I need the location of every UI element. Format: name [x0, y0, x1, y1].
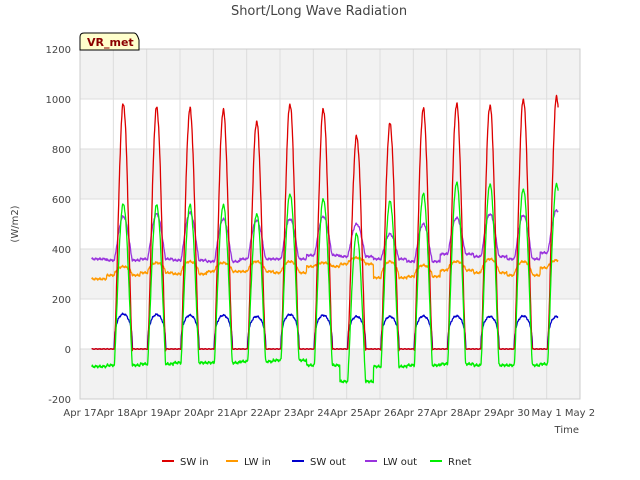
x-tick-label: May 2	[565, 408, 595, 419]
series-line-rnet	[91, 181, 559, 384]
badge-label: VR_met	[87, 36, 134, 49]
y-tick-label: 600	[52, 195, 71, 206]
chart-title: Short/Long Wave Radiation	[231, 4, 407, 19]
y-axis-title: (W/m2)	[10, 205, 21, 242]
legend-label: SW in	[180, 457, 209, 468]
grid-band	[80, 49, 580, 99]
legend: SW in LW in SW out LW out Rnet	[162, 457, 471, 468]
legend-label: LW in	[244, 457, 271, 468]
y-tick-label: 1000	[46, 95, 71, 106]
grid-band	[80, 349, 580, 399]
x-tick-label: Apr 26	[363, 408, 396, 419]
grid-band	[80, 149, 580, 199]
y-tick-label: 1200	[46, 45, 71, 56]
series-line-lw-out	[91, 209, 559, 264]
legend-label: SW out	[310, 457, 346, 468]
plot-background	[80, 49, 580, 399]
x-tick-label: May 1	[532, 408, 562, 419]
y-tick-label: 0	[65, 345, 71, 356]
y-tick-labels: -200 0 200 400 600 800 1000 1200	[46, 45, 71, 406]
x-tick-label: Apr 24	[297, 408, 330, 419]
badge-box	[79, 32, 140, 51]
x-tick-labels: Apr 17 Apr 18 Apr 19 Apr 20 Apr 21 Apr 22 Apr …	[63, 408, 595, 419]
y-tick-label: 200	[52, 295, 71, 306]
x-tick-label: Apr 30	[497, 408, 530, 419]
legend-label: LW out	[383, 457, 417, 468]
plot-frame	[79, 48, 581, 400]
series-line-sw-in	[91, 94, 559, 352]
x-axis-title: Time	[554, 425, 579, 436]
x-tick-label: Apr 18	[97, 408, 130, 419]
legend-label: Rnet	[448, 457, 471, 468]
x-tick-label: Apr 19	[130, 408, 163, 419]
series-layer	[91, 94, 559, 384]
x-tick-label: Apr 29	[463, 408, 496, 419]
y-tick-label: -200	[48, 395, 71, 406]
x-tick-label: Apr 20	[163, 408, 196, 419]
x-tick-label: Apr 21	[197, 408, 230, 419]
x-tick-label: Apr 25	[330, 408, 363, 419]
x-tick-label: Apr 27	[397, 408, 430, 419]
x-tick-label: Apr 23	[263, 408, 296, 419]
y-tick-label: 400	[52, 245, 71, 256]
x-tick-label: Apr 22	[230, 408, 263, 419]
x-tick-label: Apr 17	[63, 408, 96, 419]
series-line-lw-in	[91, 255, 559, 281]
y-tick-label: 800	[52, 145, 71, 156]
x-tick-label: Apr 28	[430, 408, 463, 419]
station-badge: VR_met	[79, 32, 140, 51]
